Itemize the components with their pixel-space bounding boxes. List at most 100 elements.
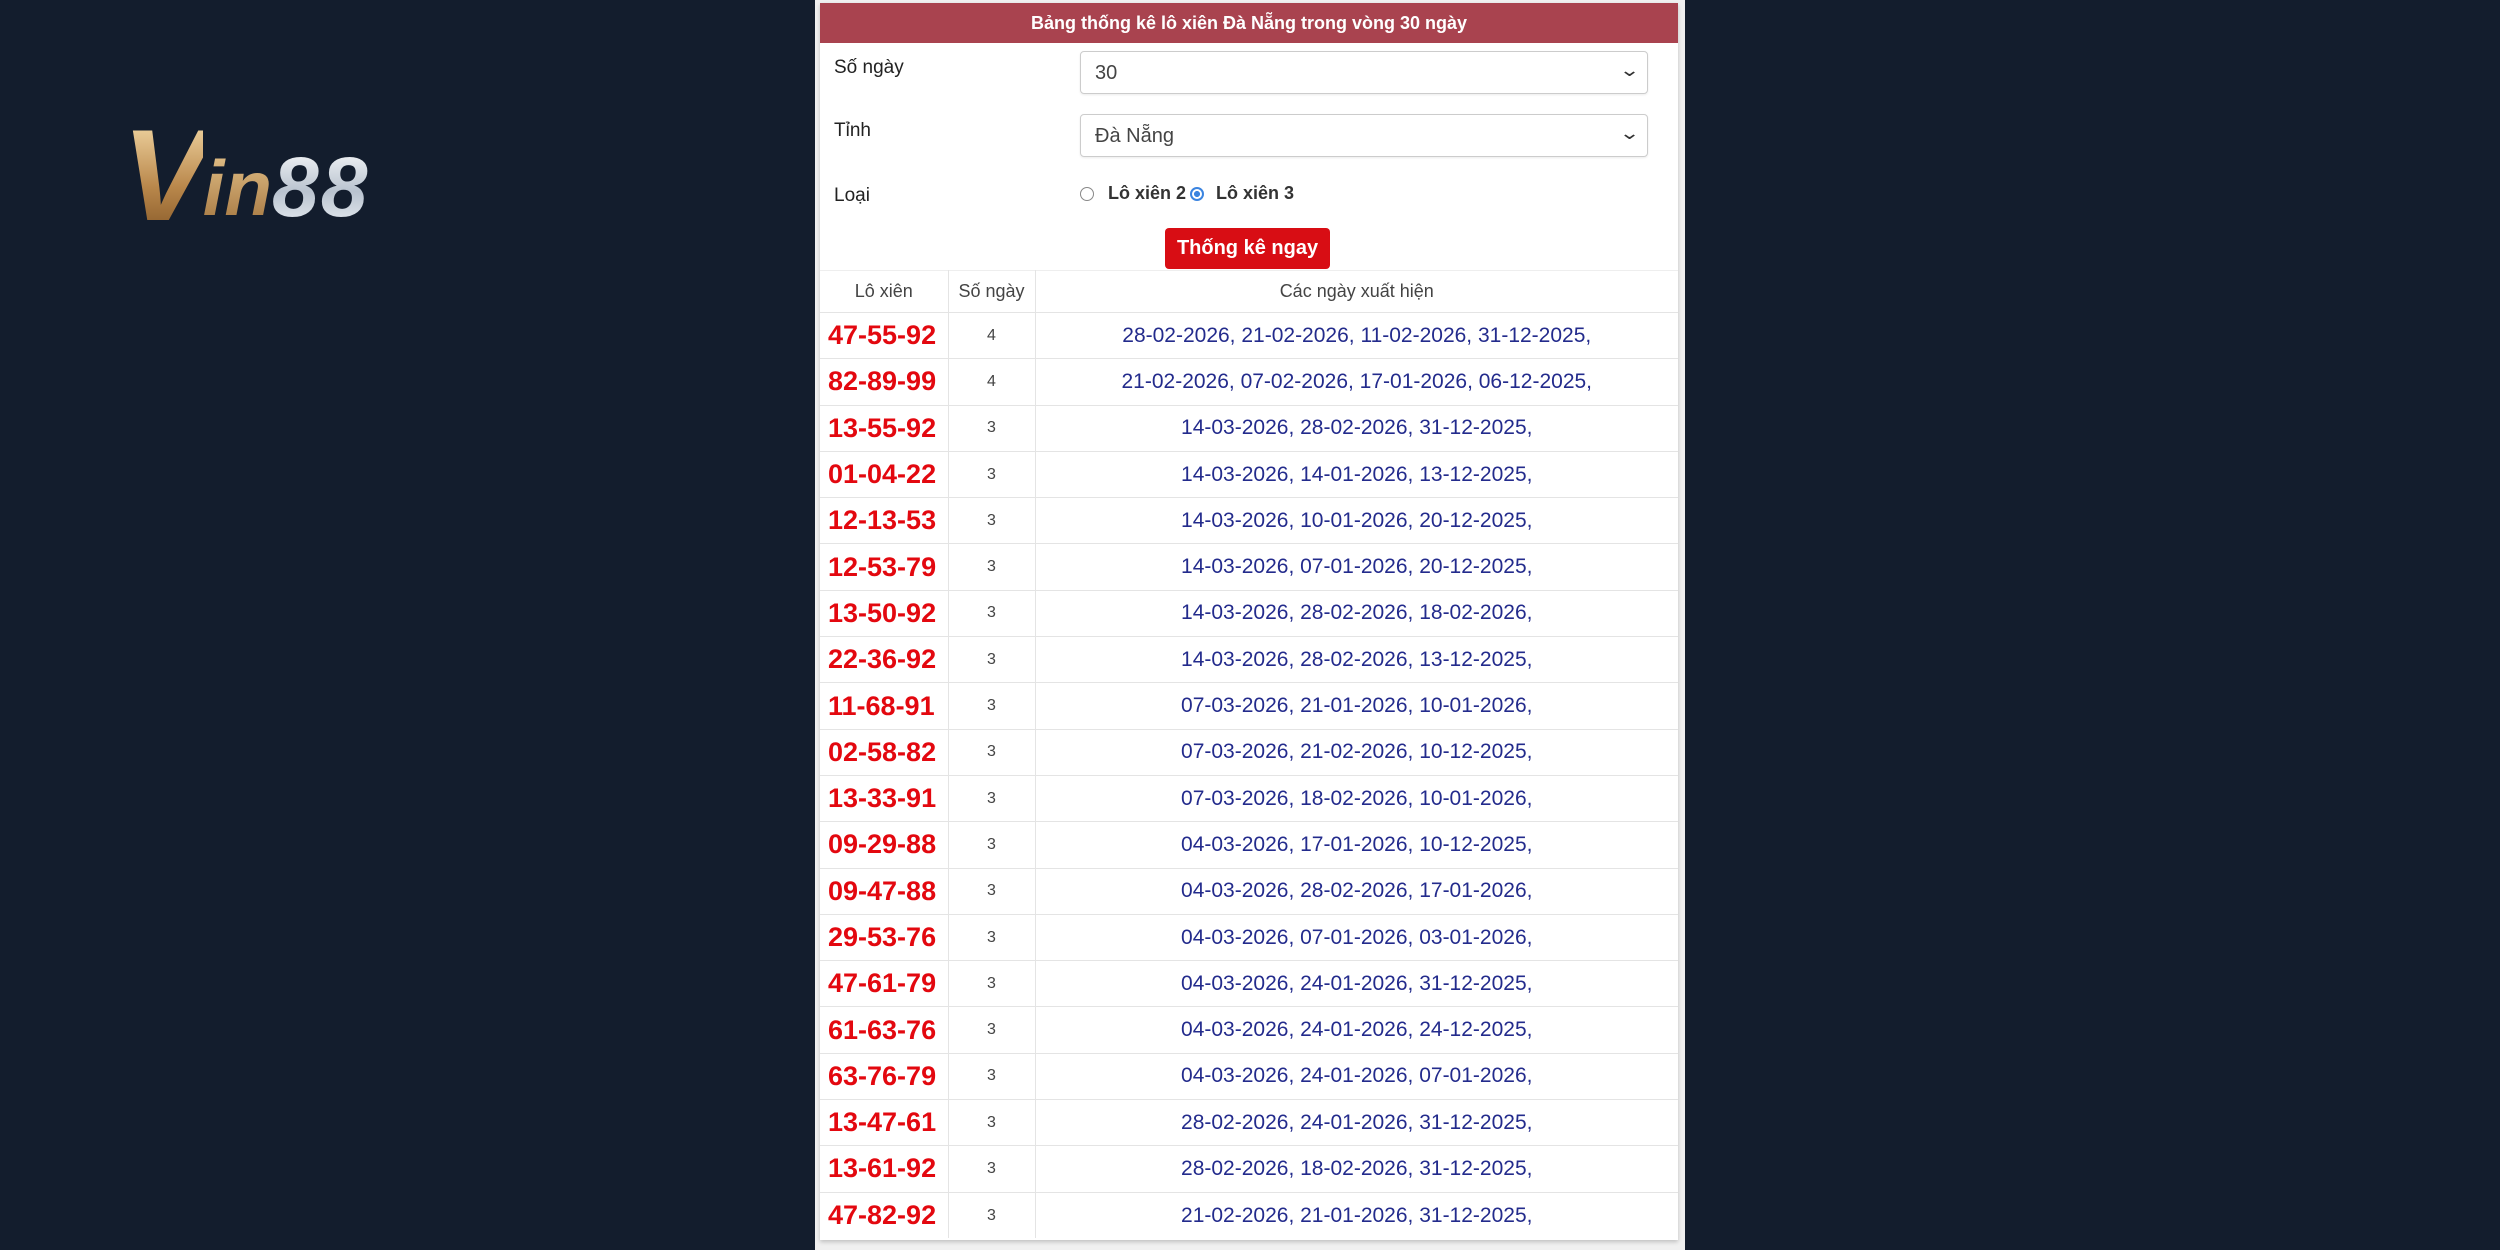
count-cell: 3 bbox=[948, 1099, 1036, 1146]
count-cell: 3 bbox=[948, 728, 1036, 776]
dates-cell: 28-02-2026, 18-02-2026, 31-12-2025, bbox=[1035, 1145, 1678, 1193]
dates-cell: 28-02-2026, 24-01-2026, 31-12-2025, bbox=[1035, 1099, 1678, 1146]
dates-cell: 07-03-2026, 21-01-2026, 10-01-2026, bbox=[1035, 682, 1678, 730]
table-row: 09-29-88 3 04-03-2026, 17-01-2026, 10-12-2… bbox=[820, 821, 1678, 869]
combo-cell: 29-53-76 bbox=[820, 913, 949, 961]
combo-cell: 11-68-91 bbox=[820, 682, 949, 730]
table-row: 22-36-92 3 14-03-2026, 28-02-2026, 13-12-2… bbox=[820, 636, 1678, 683]
combo-cell: 01-04-22 bbox=[820, 450, 949, 498]
count-cell: 3 bbox=[948, 867, 1036, 915]
type-label: Loại bbox=[834, 185, 870, 206]
combo-cell: 13-47-61 bbox=[820, 1099, 949, 1146]
count-cell: 3 bbox=[948, 497, 1036, 544]
combo-cell: 13-55-92 bbox=[820, 404, 949, 452]
dates-cell: 14-03-2026, 28-02-2026, 31-12-2025, bbox=[1035, 404, 1678, 452]
combo-cell: 12-13-53 bbox=[820, 497, 949, 544]
count-cell: 3 bbox=[948, 1145, 1036, 1193]
table-row: 47-82-92 3 21-02-2026, 21-01-2026, 31-12-2… bbox=[820, 1191, 1678, 1239]
dates-cell: 14-03-2026, 28-02-2026, 13-12-2025, bbox=[1035, 636, 1678, 683]
count-cell: 3 bbox=[948, 450, 1036, 498]
table-row: 11-68-91 3 07-03-2026, 21-01-2026, 10-01-2… bbox=[820, 682, 1678, 730]
table-row: 12-13-53 3 14-03-2026, 10-01-2026, 20-12-2… bbox=[820, 497, 1678, 544]
count-cell: 3 bbox=[948, 913, 1036, 961]
dates-cell: 07-03-2026, 18-02-2026, 10-01-2026, bbox=[1035, 774, 1678, 822]
combo-cell: 47-55-92 bbox=[820, 311, 949, 359]
days-label: Số ngày bbox=[834, 57, 904, 78]
days-value: 30 bbox=[1095, 62, 1118, 84]
count-cell: 3 bbox=[948, 404, 1036, 452]
count-cell: 3 bbox=[948, 636, 1036, 683]
submit-button[interactable]: Thống kê ngay bbox=[1165, 228, 1330, 269]
col-header-dates: Các ngày xuất hiện bbox=[1035, 270, 1678, 313]
dates-cell: 07-03-2026, 21-02-2026, 10-12-2025, bbox=[1035, 728, 1678, 776]
results-table: Lô xiên Số ngày Các ngày xuất hiện 47-55… bbox=[820, 270, 1678, 1239]
dates-cell: 04-03-2026, 24-01-2026, 24-12-2025, bbox=[1035, 1006, 1678, 1054]
table-row: 13-50-92 3 14-03-2026, 28-02-2026, 18-02-2… bbox=[820, 589, 1678, 637]
combo-cell: 13-33-91 bbox=[820, 774, 949, 822]
province-label: Tỉnh bbox=[834, 120, 871, 141]
count-cell: 3 bbox=[948, 1191, 1036, 1239]
count-cell: 3 bbox=[948, 1052, 1036, 1100]
combo-cell: 09-47-88 bbox=[820, 867, 949, 915]
chevron-down-icon: ⌄ bbox=[1618, 123, 1641, 143]
dates-cell: 14-03-2026, 28-02-2026, 18-02-2026, bbox=[1035, 589, 1678, 637]
province-select[interactable]: Đà Nẵng ⌄ bbox=[1080, 114, 1648, 157]
combo-cell: 61-63-76 bbox=[820, 1006, 949, 1054]
combo-cell: 13-61-92 bbox=[820, 1145, 949, 1193]
combo-cell: 12-53-79 bbox=[820, 543, 949, 591]
dates-cell: 28-02-2026, 21-02-2026, 11-02-2026, 31-1… bbox=[1035, 311, 1678, 359]
chevron-down-icon: ⌄ bbox=[1618, 60, 1641, 80]
table-row: 02-58-82 3 07-03-2026, 21-02-2026, 10-12-2… bbox=[820, 728, 1678, 776]
dates-cell: 14-03-2026, 10-01-2026, 20-12-2025, bbox=[1035, 497, 1678, 544]
stats-panel: Bảng thống kê lô xiên Đà Nẵng trong vòng… bbox=[820, 3, 1678, 1240]
table-header-row: Lô xiên Số ngày Các ngày xuất hiện bbox=[820, 270, 1678, 313]
dates-cell: 04-03-2026, 24-01-2026, 31-12-2025, bbox=[1035, 960, 1678, 1007]
panel-title: Bảng thống kê lô xiên Đà Nẵng trong vòng… bbox=[820, 3, 1678, 43]
count-cell: 4 bbox=[948, 358, 1036, 406]
dates-cell: 21-02-2026, 07-02-2026, 17-01-2026, 06-1… bbox=[1035, 358, 1678, 406]
combo-cell: 22-36-92 bbox=[820, 636, 949, 683]
table-row: 82-89-99 4 21-02-2026, 07-02-2026, 17-01-2… bbox=[820, 358, 1678, 406]
table-row: 13-61-92 3 28-02-2026, 18-02-2026, 31-12-2… bbox=[820, 1145, 1678, 1193]
table-row: 61-63-76 3 04-03-2026, 24-01-2026, 24-12-2… bbox=[820, 1006, 1678, 1054]
count-cell: 3 bbox=[948, 1006, 1036, 1054]
radio-label-lo-xien-3[interactable]: Lô xiên 3 bbox=[1216, 183, 1295, 203]
table-row: 12-53-79 3 14-03-2026, 07-01-2026, 20-12-2… bbox=[820, 543, 1678, 591]
table-row: 29-53-76 3 04-03-2026, 07-01-2026, 03-01-2… bbox=[820, 913, 1678, 961]
combo-cell: 63-76-79 bbox=[820, 1052, 949, 1100]
radio-lo-xien-2[interactable] bbox=[1080, 186, 1094, 201]
table-row: 01-04-22 3 14-03-2026, 14-01-2026, 13-12-2… bbox=[820, 450, 1678, 498]
table-row: 09-47-88 3 04-03-2026, 28-02-2026, 17-01-2… bbox=[820, 867, 1678, 915]
table-row: 13-33-91 3 07-03-2026, 18-02-2026, 10-01-2… bbox=[820, 774, 1678, 822]
combo-cell: 47-61-79 bbox=[820, 960, 949, 1007]
page: Bảng thống kê lô xiên Đà Nẵng trong vòng… bbox=[815, 0, 1685, 1250]
count-cell: 4 bbox=[948, 311, 1036, 359]
table-row: 47-61-79 3 04-03-2026, 24-01-2026, 31-12-2… bbox=[820, 960, 1678, 1007]
combo-cell: 13-50-92 bbox=[820, 589, 949, 637]
dates-cell: 21-02-2026, 21-01-2026, 31-12-2025, bbox=[1035, 1191, 1678, 1239]
dates-cell: 14-03-2026, 14-01-2026, 13-12-2025, bbox=[1035, 450, 1678, 498]
combo-cell: 09-29-88 bbox=[820, 821, 949, 869]
radio-label-lo-xien-2[interactable]: Lô xiên 2 bbox=[1108, 183, 1187, 203]
combo-cell: 02-58-82 bbox=[820, 728, 949, 776]
count-cell: 3 bbox=[948, 821, 1036, 869]
dates-cell: 04-03-2026, 07-01-2026, 03-01-2026, bbox=[1035, 913, 1678, 961]
table-row: 63-76-79 3 04-03-2026, 24-01-2026, 07-01-2… bbox=[820, 1052, 1678, 1100]
table-row: 13-55-92 3 14-03-2026, 28-02-2026, 31-12-2… bbox=[820, 404, 1678, 452]
combo-cell: 47-82-92 bbox=[820, 1191, 949, 1239]
combo-cell: 82-89-99 bbox=[820, 358, 949, 406]
radio-lo-xien-3[interactable] bbox=[1190, 186, 1205, 201]
count-cell: 3 bbox=[948, 589, 1036, 637]
count-cell: 3 bbox=[948, 682, 1036, 730]
count-cell: 3 bbox=[948, 774, 1036, 822]
table-row: 47-55-92 4 28-02-2026, 21-02-2026, 11-02-2… bbox=[820, 311, 1678, 359]
days-select[interactable]: 30 ⌄ bbox=[1080, 51, 1648, 94]
province-value: Đà Nẵng bbox=[1095, 125, 1174, 147]
col-header-combo: Lô xiên bbox=[820, 270, 949, 313]
dates-cell: 04-03-2026, 28-02-2026, 17-01-2026, bbox=[1035, 867, 1678, 915]
table-row: 13-47-61 3 28-02-2026, 24-01-2026, 31-12-2… bbox=[820, 1099, 1678, 1146]
dates-cell: 04-03-2026, 24-01-2026, 07-01-2026, bbox=[1035, 1052, 1678, 1100]
dates-cell: 04-03-2026, 17-01-2026, 10-12-2025, bbox=[1035, 821, 1678, 869]
dates-cell: 14-03-2026, 07-01-2026, 20-12-2025, bbox=[1035, 543, 1678, 591]
